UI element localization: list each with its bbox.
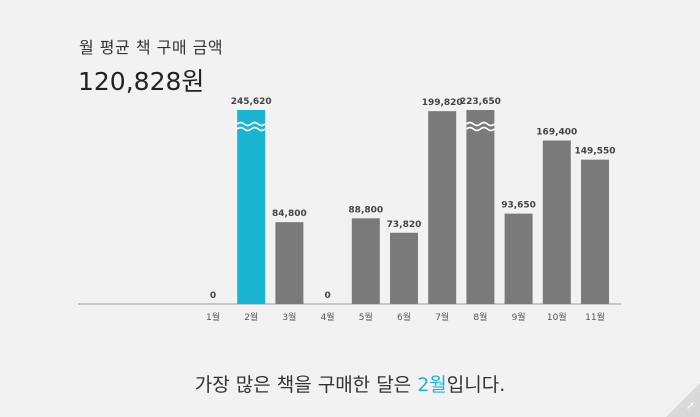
value-label-3: 84,800 <box>272 209 307 219</box>
bar-8 <box>466 110 495 304</box>
value-label-9: 93,650 <box>501 201 536 211</box>
bar-7 <box>428 111 457 304</box>
tick-label-7: 7월 <box>435 311 449 323</box>
tick-label-3: 3월 <box>282 311 296 323</box>
summary-highlight-month: 2월 <box>417 374 447 396</box>
value-label-5: 88,800 <box>348 205 383 215</box>
summary-prefix: 가장 많은 책을 구매한 달은 <box>194 374 418 396</box>
summary-sentence: 가장 많은 책을 구매한 달은 2월입니다. <box>0 370 700 397</box>
value-label-8: 223,650 <box>460 97 501 107</box>
tick-label-1: 1월 <box>206 311 220 323</box>
tick-label-9: 9월 <box>512 311 526 323</box>
tick-label-11: 11월 <box>585 311 605 323</box>
tick-label-8: 8월 <box>473 311 487 323</box>
value-label-1: 0 <box>210 291 216 301</box>
tick-label-5: 5월 <box>359 311 373 323</box>
axis-break-mark <box>465 121 495 127</box>
bar-5 <box>351 218 380 304</box>
summary-suffix: 입니다. <box>446 374 506 396</box>
page-corner <box>666 383 700 417</box>
bar-2 <box>237 110 266 304</box>
tick-label-6: 6월 <box>397 311 411 323</box>
value-label-2: 245,620 <box>231 97 272 107</box>
bar-6 <box>390 232 418 304</box>
axis-break-mark <box>236 121 266 127</box>
curl-icon: ➚ <box>685 399 695 412</box>
bar-11 <box>581 159 609 304</box>
axis-break-mark <box>236 126 266 132</box>
tick-label-4: 4월 <box>321 311 335 323</box>
value-label-10: 169,400 <box>536 128 577 138</box>
axis-break-mark <box>465 126 495 132</box>
value-label-7: 199,820 <box>422 98 463 108</box>
tick-label-10: 10월 <box>547 311 567 323</box>
average-total: 120,828원 <box>78 67 205 96</box>
tick-label-2: 2월 <box>244 311 258 323</box>
bar-9 <box>504 213 533 304</box>
value-label-11: 149,550 <box>575 147 616 157</box>
chart-subtitle: 월 평균 책 구매 금액 <box>79 38 224 57</box>
bar-10 <box>542 140 571 304</box>
bar-3 <box>275 222 304 304</box>
value-label-6: 73,820 <box>387 220 422 230</box>
value-label-4: 0 <box>324 291 330 301</box>
